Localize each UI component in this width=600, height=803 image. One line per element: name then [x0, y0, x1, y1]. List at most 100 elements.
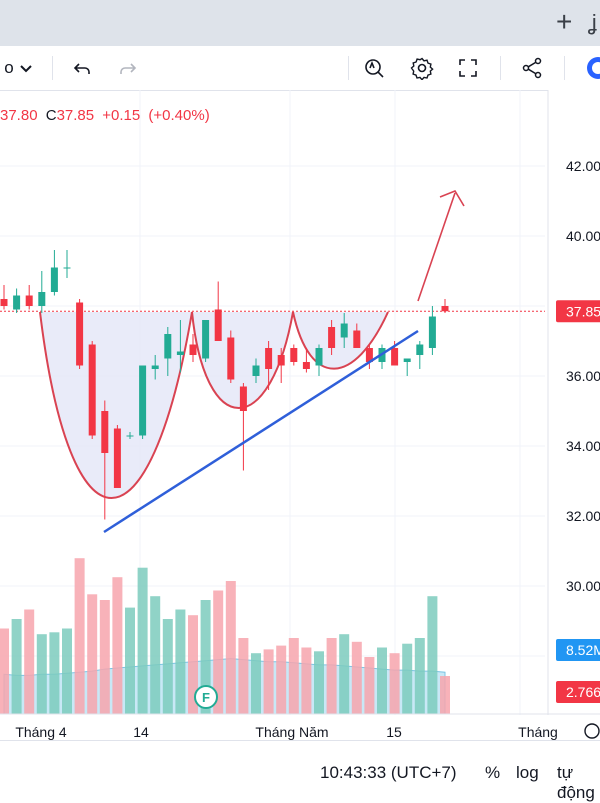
candle-body	[277, 355, 285, 366]
candle-body	[50, 267, 58, 292]
candle-body	[126, 435, 134, 437]
volume-bar	[49, 632, 60, 714]
interval-label: o	[4, 58, 14, 77]
volume-bar	[301, 647, 312, 714]
candle-body	[38, 292, 46, 306]
interval-selector[interactable]: o	[0, 52, 32, 84]
volume-bar	[0, 628, 9, 714]
candle-body	[265, 348, 273, 369]
time-axis-gear-icon	[584, 723, 600, 739]
new-tab-plus-icon[interactable]: +	[556, 6, 573, 37]
candle-body	[0, 299, 8, 306]
current-price-badge	[556, 300, 600, 323]
candle-body	[202, 320, 210, 359]
undo-icon[interactable]	[66, 52, 98, 84]
redo-icon[interactable]	[112, 52, 144, 84]
y-tick-label: 42.00	[566, 158, 600, 174]
price-axis-bg	[548, 90, 600, 715]
candle-body	[214, 309, 222, 341]
volume-bar	[112, 577, 123, 714]
volume-bar	[188, 615, 198, 714]
volume-bar	[36, 634, 47, 714]
candle-body	[164, 334, 172, 359]
cup-pattern-fill	[40, 312, 388, 498]
volume-bar	[150, 596, 161, 714]
volume-ma-badge	[556, 639, 600, 661]
volume-bar	[175, 609, 186, 714]
volume-bar	[238, 638, 249, 714]
candle-body	[353, 330, 361, 348]
volume-bar	[74, 558, 85, 714]
share-icon[interactable]	[516, 52, 548, 84]
candle-body	[252, 365, 260, 376]
event-badge-label: F	[202, 690, 210, 705]
candle-body	[416, 344, 424, 355]
x-tick-label: 15	[386, 724, 402, 740]
volume-bar	[263, 649, 274, 714]
breakout-arrow-head	[439, 190, 465, 207]
fullscreen-icon[interactable]	[452, 52, 484, 84]
volume-bar	[225, 581, 236, 714]
status-bar: 10:43:33 (UTC+7) % log tự động	[0, 740, 600, 802]
candle-body	[139, 365, 147, 436]
candle-body	[76, 302, 84, 366]
candle-body	[391, 348, 399, 366]
volume-bar	[402, 643, 413, 714]
volume-bar	[24, 609, 35, 714]
candle-body	[25, 295, 33, 306]
breakout-arrow	[417, 192, 456, 302]
x-tick-label: 14	[133, 724, 149, 740]
y-tick-label: 40.00	[566, 228, 600, 244]
volume-bar	[364, 657, 375, 714]
candle-body	[101, 411, 109, 453]
current-price-label: 37.85	[566, 303, 600, 319]
event-badge	[194, 685, 218, 709]
volume-bar	[314, 651, 324, 714]
volume-bar	[351, 641, 362, 714]
candle-body	[290, 348, 298, 362]
gear-icon[interactable]	[406, 52, 438, 84]
candle-body	[151, 365, 159, 369]
volume-bar	[213, 590, 224, 714]
x-tick-label: Tháng	[518, 724, 558, 740]
y-tick-label: 34.00	[566, 438, 600, 454]
candle-body	[365, 348, 373, 362]
legend-low-value: 37.80	[0, 107, 38, 124]
candle-body	[63, 267, 71, 269]
candle-body	[239, 386, 247, 411]
volume-bar	[326, 638, 337, 714]
ohlc-legend: 37.80 C37.85 +0.15 (+0.40%)	[0, 107, 210, 124]
volume-bar	[62, 628, 72, 714]
volume-bar	[414, 638, 425, 714]
candle-body	[315, 348, 323, 366]
volume-bar	[440, 676, 450, 714]
x-tick-label: Tháng 4	[15, 724, 67, 740]
price-chart[interactable]: F42.0040.0038.0036.0034.0032.0030.0028.0…	[0, 90, 600, 740]
volume-bar	[276, 645, 287, 714]
volume-bar	[251, 653, 261, 714]
volume-bar	[200, 600, 211, 714]
volume-bar	[288, 638, 299, 714]
volume-bar	[162, 619, 173, 714]
volume-label: 2.766	[566, 684, 600, 700]
magic-scan-icon[interactable]	[358, 52, 390, 84]
volume-bar	[389, 653, 400, 714]
blue-circle-icon[interactable]	[578, 52, 600, 84]
candle-body	[13, 295, 21, 310]
candle-body	[176, 351, 184, 355]
chart-toolbar: o	[0, 46, 600, 91]
auto-scale-toggle[interactable]: tự động	[557, 763, 595, 802]
percent-toggle[interactable]: %	[485, 763, 501, 782]
candle-body	[113, 428, 121, 488]
log-toggle[interactable]: log	[516, 763, 539, 782]
y-tick-label: 30.00	[566, 578, 600, 594]
volume-bar	[99, 600, 110, 714]
tab-overflow-icon[interactable]: ʝ	[588, 10, 597, 35]
chevron-down-icon[interactable]	[10, 52, 42, 84]
volume-bar	[125, 607, 135, 714]
volume-bar	[339, 634, 350, 714]
clock-display[interactable]: 10:43:33 (UTC+7)	[320, 763, 457, 782]
candle-body	[428, 316, 436, 348]
volume-badge	[556, 681, 600, 703]
legend-close-label: C	[45, 107, 57, 124]
